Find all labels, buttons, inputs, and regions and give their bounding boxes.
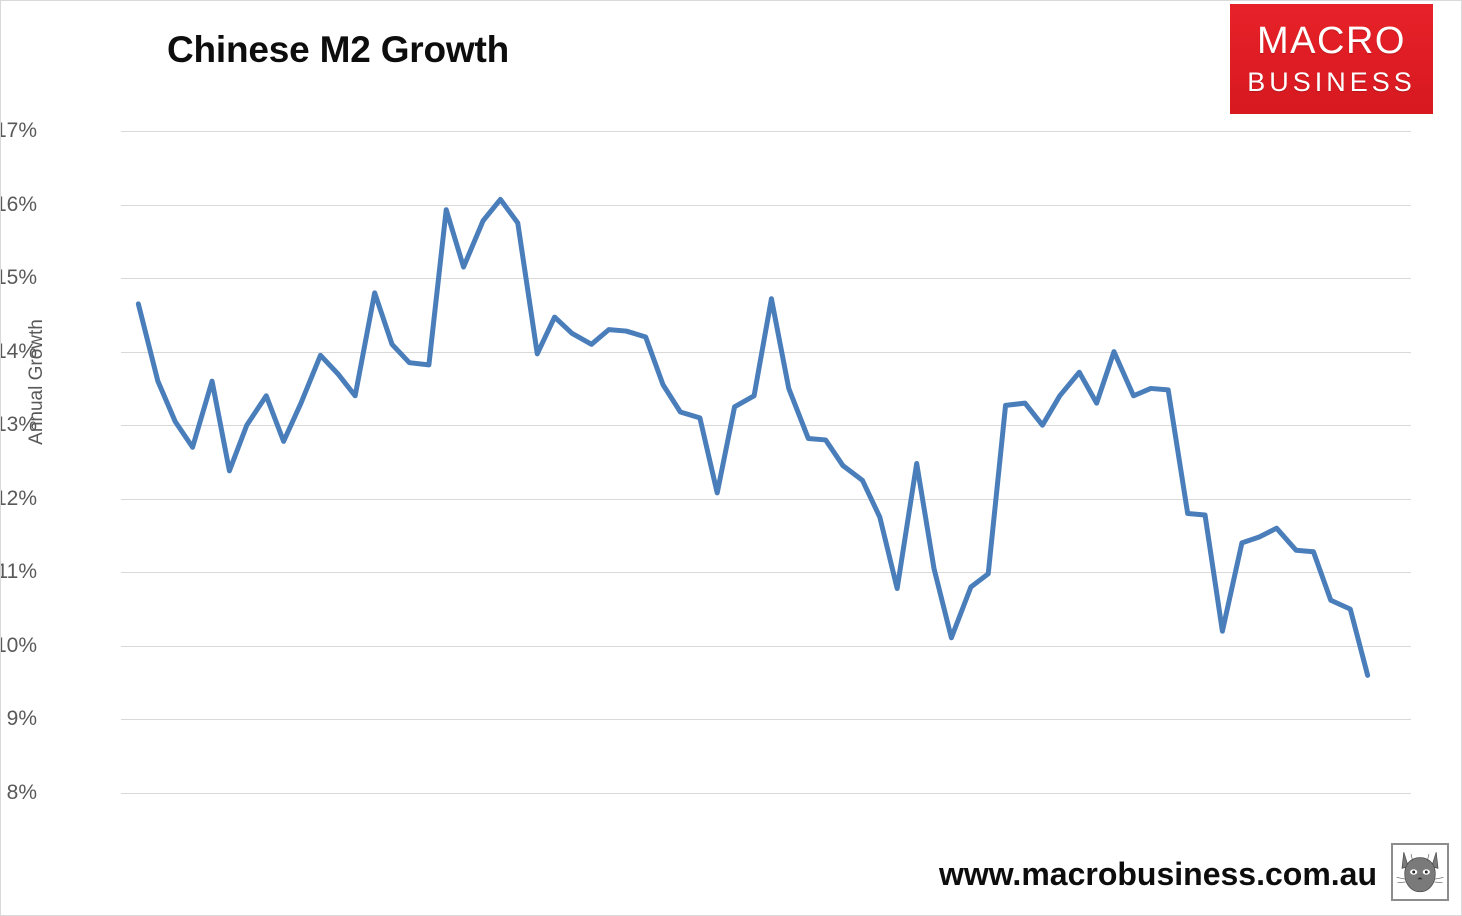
y-axis-tick-label: 9% — [6, 707, 37, 731]
gridline — [121, 278, 1411, 280]
gridline — [121, 351, 1411, 353]
y-axis-tick-label: 15% — [1, 266, 37, 290]
y-axis-tick-label: 16% — [1, 192, 37, 216]
lynx-face-icon — [1391, 843, 1449, 901]
page-title: Chinese M2 Growth — [167, 29, 509, 70]
y-axis-tick-label: 13% — [1, 413, 37, 437]
gridline — [121, 645, 1411, 647]
gridline — [121, 498, 1411, 500]
gridline — [121, 131, 1411, 132]
gridline — [121, 793, 1411, 794]
gridline — [121, 572, 1411, 574]
y-axis-tick-label: 11% — [0, 560, 37, 584]
logo-line-macro: MACRO — [1257, 20, 1406, 62]
y-axis-title: Annual Growth — [26, 319, 47, 445]
macrobusiness-logo: MACRO BUSINESS — [1230, 4, 1433, 114]
y-axis-tick-label: 12% — [1, 486, 37, 510]
y-axis-tick-label: 8% — [6, 781, 37, 804]
y-axis-tick-label: 10% — [1, 633, 37, 657]
site-url: www.macrobusiness.com.au — [938, 856, 1377, 892]
gridline — [121, 204, 1411, 206]
gridline — [121, 719, 1411, 721]
y-axis-tick-label: 14% — [1, 339, 37, 363]
gridline — [121, 425, 1411, 427]
logo-line-business: BUSINESS — [1247, 67, 1416, 97]
plot-area: 8%9%10%11%12%13%14%15%16%17% 20112012201… — [1, 119, 1411, 804]
data-series-layer — [135, 196, 1371, 678]
line-series-m2-growth — [135, 196, 1371, 678]
y-axis-tick-label: 17% — [1, 119, 37, 142]
